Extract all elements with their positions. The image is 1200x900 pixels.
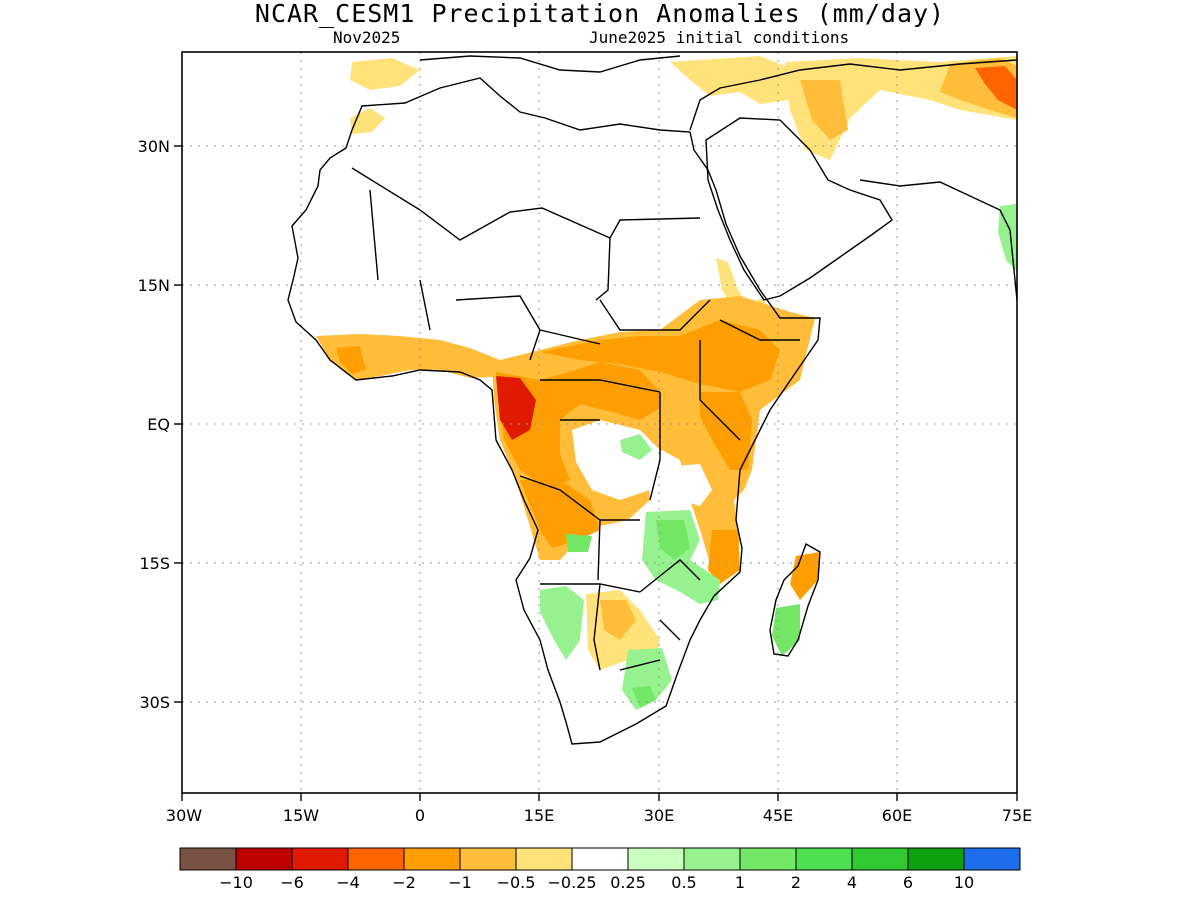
y-tick-label: 30N: [138, 137, 170, 156]
anomaly-region-congo: [496, 362, 660, 490]
anomaly-region-madagascar-dry: [790, 552, 820, 600]
anomaly-region-botswana-dry-core: [600, 600, 636, 640]
colorbar-label: 1: [735, 873, 745, 892]
y-tick-label: EQ: [147, 415, 170, 434]
colorbar-label: 2: [791, 873, 801, 892]
colorbar-label: 4: [847, 873, 857, 892]
colorbar-swatch: [347, 847, 405, 871]
colorbar-label: −6: [280, 873, 304, 892]
x-axis-labels: 30W 15W 0 15E 30E 45E 60E 75E: [166, 806, 1032, 825]
iran-gulf-coast: [859, 179, 1017, 301]
anomaly-region-mediterranean: [350, 58, 420, 90]
colorbar-swatch: [627, 847, 685, 871]
colorbar-label: −10: [219, 873, 253, 892]
colorbar-label: 0.5: [671, 873, 696, 892]
colorbar-label: −0.5: [497, 873, 536, 892]
anomaly-region-angola: [520, 480, 600, 548]
arabia-coastline: [705, 117, 893, 301]
x-tick-label: 15W: [283, 806, 319, 825]
colorbar-swatch: [291, 847, 349, 871]
anomaly-region-iran-core: [800, 80, 848, 140]
colorbar: −10 −6 −4 −2 −1 −0.5 −0.25 0.25 0.5 1 2 4 6 10: [179, 847, 1021, 892]
anomaly-region-mozambique: [708, 530, 740, 584]
y-tick-label: 15N: [138, 276, 170, 295]
colorbar-swatch: [795, 847, 853, 871]
y-axis-labels: 30N 15N EQ 15S 30S: [138, 137, 170, 712]
x-tick-label: 0: [415, 806, 425, 825]
colorbar-swatch: [403, 847, 461, 871]
forecast-month: Nov2025: [333, 28, 401, 47]
anomaly-region-india-wet: [998, 204, 1017, 272]
colorbar-label: 6: [903, 873, 913, 892]
anomaly-region-pakistan-core: [975, 66, 1017, 110]
anomaly-region-tanzania-neutral: [672, 464, 712, 506]
x-tick-label: 30W: [166, 806, 202, 825]
colorbar-label: −0.25: [547, 873, 596, 892]
colorbar-swatch: [683, 847, 741, 871]
map-title: NCAR_CESM1 Precipitation Anomalies (mm/d…: [254, 0, 946, 28]
map-frame: [181, 51, 1018, 794]
colorbar-swatch: [235, 847, 293, 871]
x-tick-label: 15E: [524, 806, 554, 825]
anomaly-region-east-med: [670, 56, 790, 104]
y-tick-label: 30S: [139, 693, 170, 712]
initial-conditions-label: June2025 initial conditions: [589, 28, 850, 47]
anomaly-region-central-africa-north: [540, 320, 780, 392]
colorbar-swatch: [739, 847, 797, 871]
country-borders: [351, 167, 800, 671]
axis-ticks: [174, 145, 1018, 801]
anomaly-region-west-africa-core: [336, 346, 366, 374]
colorbar-swatch: [515, 847, 573, 871]
anomaly-region-angola-wet: [566, 534, 592, 552]
anomaly-region-madagascar-wet: [772, 604, 800, 656]
y-tick-label: 15S: [139, 554, 170, 573]
europe-coast: [419, 55, 681, 73]
anomaly-region-south-africa-wet: [622, 648, 672, 710]
map-grid: [182, 52, 1017, 793]
x-tick-label: 60E: [882, 806, 912, 825]
coastlines: [287, 55, 1017, 745]
colorbar-label: −1: [448, 873, 472, 892]
colorbar-swatch: [571, 847, 629, 871]
colorbar-label: −4: [336, 873, 360, 892]
madagascar-coastline: [769, 542, 821, 657]
colorbar-swatch: [459, 847, 517, 871]
colorbar-swatch: [963, 847, 1021, 871]
anomaly-shading: [316, 56, 1017, 710]
anomaly-region-namibia-wet: [540, 586, 584, 660]
africa-coastline: [287, 77, 821, 745]
x-tick-label: 75E: [1002, 806, 1032, 825]
colorbar-swatch: [179, 847, 237, 871]
colorbar-label: 10: [954, 873, 974, 892]
colorbar-swatch: [907, 847, 965, 871]
middle-east-coast: [689, 59, 1017, 131]
colorbar-label: −2: [392, 873, 416, 892]
x-tick-label: 45E: [763, 806, 793, 825]
anomaly-region-zambia-wet-core: [656, 520, 690, 560]
x-tick-label: 30E: [644, 806, 674, 825]
colorbar-swatch: [851, 847, 909, 871]
anomaly-region-east-africa: [700, 392, 752, 470]
anomaly-region-congo-wet: [620, 434, 652, 460]
colorbar-label: 0.25: [610, 873, 646, 892]
